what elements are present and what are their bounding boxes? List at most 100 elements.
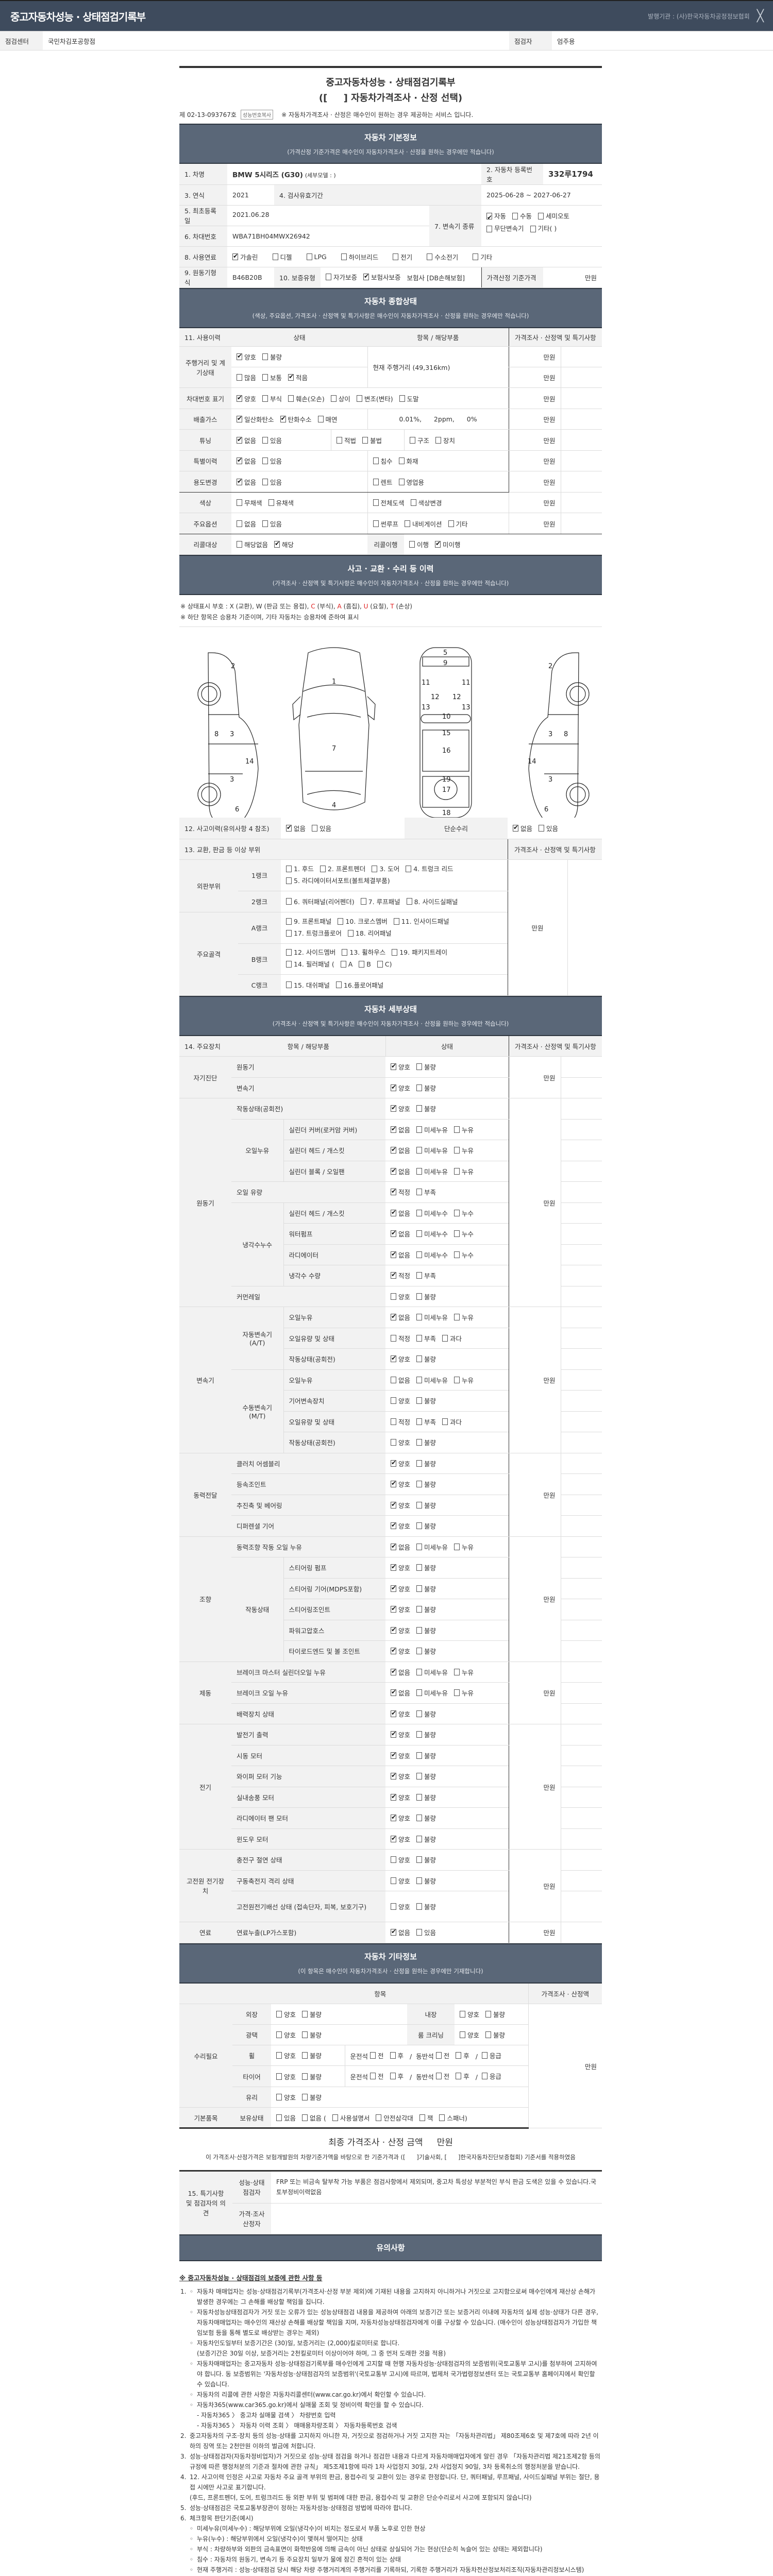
checkbox-empty-icon[interactable] — [272, 253, 278, 260]
checkbox-option[interactable]: B — [359, 959, 371, 970]
checkbox-empty-icon[interactable] — [286, 865, 292, 872]
checkbox-empty-icon[interactable] — [448, 520, 454, 527]
checkbox-option[interactable]: 색상변경 — [410, 498, 442, 507]
checkbox-option[interactable]: 미세누유 — [416, 1145, 448, 1155]
checkbox-option[interactable]: 12. 사이드멤버 — [286, 947, 335, 958]
checkbox-empty-icon[interactable] — [485, 2031, 492, 2038]
checkbox-empty-icon[interactable] — [317, 416, 324, 422]
checkbox-option[interactable]: 3. 도어 — [372, 863, 399, 874]
checkbox-option[interactable]: 무단변속기 — [486, 223, 524, 234]
checkbox-option[interactable]: 불량 — [416, 1396, 436, 1405]
close-icon[interactable]: ╳ — [757, 9, 764, 23]
checkbox-empty-icon[interactable] — [416, 1209, 423, 1216]
checkbox-option[interactable]: 있음 — [262, 435, 282, 445]
checkbox-option[interactable]: 불량 — [416, 1479, 436, 1489]
checkbox-option[interactable]: 없음 — [237, 435, 256, 445]
checkbox-option[interactable]: 전기 — [393, 252, 412, 262]
checkbox-option[interactable]: 미세누유 — [416, 1375, 448, 1385]
checkbox-checked-icon[interactable] — [391, 1209, 396, 1216]
checkbox-empty-icon[interactable] — [373, 520, 379, 527]
checkbox-option[interactable]: 4. 트렁크 리드 — [406, 863, 453, 874]
checkbox-empty-icon[interactable] — [276, 2052, 282, 2059]
checkbox-option[interactable]: 없음 — [391, 1542, 410, 1552]
checkbox-empty-icon[interactable] — [454, 1689, 460, 1697]
checkbox-option[interactable]: 양호 — [237, 352, 256, 362]
checkbox-option[interactable]: 불량 — [416, 1437, 436, 1447]
checkbox-empty-icon[interactable] — [326, 274, 331, 280]
checkbox-empty-icon[interactable] — [416, 1063, 423, 1071]
checkbox-empty-icon[interactable] — [373, 499, 379, 506]
checkbox-option[interactable]: 매연 — [317, 414, 338, 424]
checkbox-option[interactable]: 없음 ( — [302, 2113, 326, 2123]
checkbox-option[interactable]: 없음 — [391, 1145, 410, 1155]
checkbox-empty-icon[interactable] — [390, 2052, 396, 2059]
checkbox-option[interactable]: 미세누유 — [416, 1542, 448, 1552]
checkbox-empty-icon[interactable] — [391, 1903, 397, 1910]
checkbox-option[interactable]: 불량 — [416, 1459, 436, 1468]
checkbox-option[interactable]: 침수 — [373, 456, 393, 466]
checkbox-checked-icon[interactable] — [237, 394, 242, 402]
checkbox-checked-icon[interactable] — [232, 252, 238, 260]
checkbox-option[interactable]: 부족 — [416, 1187, 436, 1197]
checkbox-empty-icon[interactable] — [391, 1418, 397, 1425]
checkbox-option[interactable]: 많음 — [237, 372, 256, 382]
checkbox-checked-icon[interactable] — [391, 1563, 396, 1571]
checkbox-option[interactable]: 없음 — [391, 1125, 410, 1134]
checkbox-option[interactable]: 11. 인사이드패널 — [393, 916, 449, 927]
checkbox-empty-icon[interactable] — [392, 949, 398, 956]
checkbox-checked-icon[interactable] — [391, 1354, 396, 1363]
checkbox-option[interactable]: 미세누수 — [416, 1229, 448, 1239]
checkbox-empty-icon[interactable] — [268, 499, 274, 506]
checkbox-option[interactable]: 누유 — [454, 1542, 474, 1552]
checkbox-checked-icon[interactable] — [288, 373, 294, 381]
checkbox-option[interactable]: 양호 — [391, 1292, 410, 1301]
checkbox-option[interactable]: 누유 — [454, 1688, 474, 1698]
checkbox-option[interactable]: 불량 — [416, 1584, 436, 1594]
checkbox-checked-icon[interactable] — [391, 1062, 396, 1071]
checkbox-option[interactable]: 적법 — [337, 435, 356, 445]
checkbox-empty-icon[interactable] — [312, 824, 318, 832]
checkbox-option[interactable]: 해당없음 — [237, 539, 268, 549]
checkbox-checked-icon[interactable] — [391, 1730, 396, 1738]
checkbox-option[interactable]: 불량 — [416, 1751, 436, 1760]
checkbox-empty-icon[interactable] — [276, 2114, 282, 2121]
checkbox-option[interactable]: 양호 — [391, 1479, 410, 1489]
checkbox-empty-icon[interactable] — [539, 824, 545, 832]
checkbox-empty-icon[interactable] — [342, 949, 348, 956]
checkbox-empty-icon[interactable] — [302, 2052, 308, 2059]
checkbox-option[interactable]: 양호 — [391, 1584, 410, 1594]
checkbox-option[interactable]: 18. 리어패널 — [347, 928, 392, 939]
checkbox-empty-icon[interactable] — [370, 2073, 376, 2079]
checkbox-option[interactable]: 누유 — [454, 1312, 474, 1322]
checkbox-option[interactable]: 없음 — [237, 477, 256, 487]
checkbox-empty-icon[interactable] — [410, 499, 416, 506]
checkbox-checked-icon[interactable] — [391, 1480, 396, 1488]
checkbox-empty-icon[interactable] — [435, 2073, 442, 2079]
checkbox-empty-icon[interactable] — [373, 457, 379, 464]
checkbox-empty-icon[interactable] — [262, 395, 268, 402]
checkbox-option[interactable]: 수동 — [512, 211, 532, 222]
checkbox-empty-icon[interactable] — [393, 253, 399, 260]
checkbox-empty-icon[interactable] — [460, 2011, 465, 2018]
checkbox-option[interactable]: 양호 — [391, 1396, 410, 1405]
checkbox-option[interactable]: 13. 휠하우스 — [342, 947, 385, 958]
checkbox-option[interactable]: 양호 — [391, 1709, 410, 1719]
checkbox-option[interactable]: 하이브리드 — [341, 252, 378, 262]
checkbox-empty-icon[interactable] — [406, 865, 412, 872]
checkbox-empty-icon[interactable] — [456, 2052, 462, 2059]
checkbox-option[interactable]: 없음 — [391, 1667, 410, 1677]
checkbox-empty-icon[interactable] — [454, 1230, 460, 1238]
checkbox-option[interactable]: 불량 — [416, 1709, 436, 1719]
checkbox-empty-icon[interactable] — [416, 1668, 423, 1675]
checkbox-option[interactable]: 불량 — [416, 1083, 436, 1093]
checkbox-checked-icon[interactable] — [513, 824, 518, 832]
checkbox-option[interactable]: 응급 — [481, 2071, 501, 2081]
checkbox-option[interactable]: 불량 — [416, 1354, 436, 1364]
checkbox-empty-icon[interactable] — [286, 877, 292, 884]
checkbox-option[interactable]: 해당 — [274, 539, 294, 549]
checkbox-checked-icon[interactable] — [435, 540, 441, 548]
checkbox-empty-icon[interactable] — [416, 1439, 423, 1446]
checkbox-option[interactable]: 불량 — [416, 1876, 436, 1886]
checkbox-option[interactable]: 자동 — [486, 211, 506, 223]
checkbox-option[interactable]: 가솔린 — [232, 252, 258, 262]
